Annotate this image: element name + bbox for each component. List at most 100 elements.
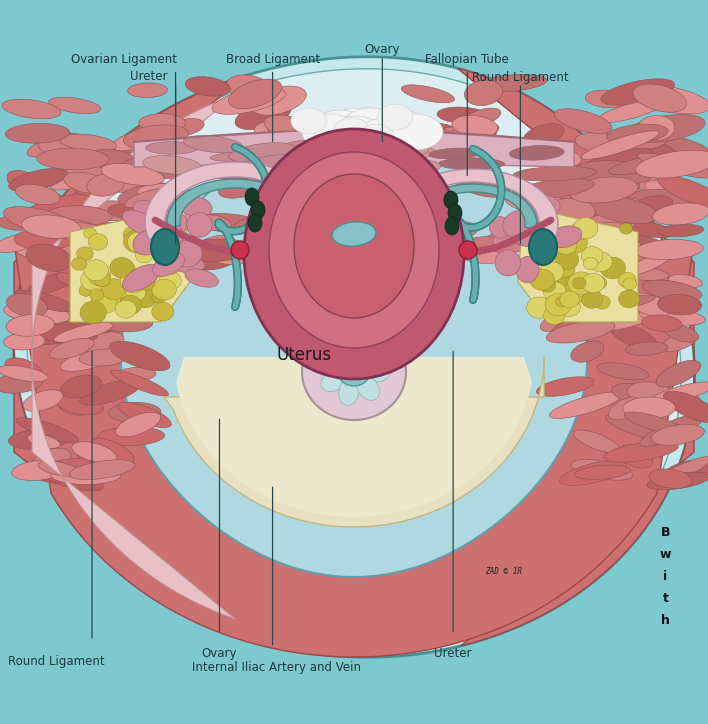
Ellipse shape: [124, 297, 137, 308]
Ellipse shape: [125, 188, 174, 208]
Ellipse shape: [139, 114, 185, 132]
Ellipse shape: [163, 212, 187, 235]
Ellipse shape: [85, 277, 142, 308]
Ellipse shape: [49, 97, 101, 114]
Ellipse shape: [329, 142, 383, 160]
Ellipse shape: [556, 261, 575, 277]
Ellipse shape: [560, 300, 615, 318]
Ellipse shape: [188, 253, 234, 270]
Ellipse shape: [609, 397, 642, 420]
Ellipse shape: [339, 339, 360, 366]
Ellipse shape: [405, 249, 459, 266]
Text: w: w: [660, 547, 671, 560]
Ellipse shape: [476, 143, 542, 160]
Ellipse shape: [594, 295, 610, 309]
Ellipse shape: [504, 211, 536, 232]
Ellipse shape: [92, 283, 150, 304]
Ellipse shape: [81, 269, 106, 291]
Ellipse shape: [196, 235, 238, 261]
Ellipse shape: [26, 244, 72, 272]
Ellipse shape: [663, 391, 708, 423]
Ellipse shape: [162, 231, 177, 244]
Ellipse shape: [119, 295, 142, 314]
Ellipse shape: [25, 321, 89, 345]
Ellipse shape: [634, 191, 695, 219]
Ellipse shape: [22, 195, 91, 220]
Ellipse shape: [16, 418, 79, 443]
Ellipse shape: [658, 295, 702, 315]
Ellipse shape: [358, 324, 387, 353]
Ellipse shape: [523, 124, 564, 146]
Ellipse shape: [429, 148, 481, 159]
Ellipse shape: [587, 228, 655, 243]
Ellipse shape: [623, 397, 675, 419]
Ellipse shape: [233, 213, 312, 235]
Ellipse shape: [108, 204, 149, 219]
Ellipse shape: [64, 167, 129, 190]
Ellipse shape: [543, 282, 566, 301]
Ellipse shape: [176, 239, 252, 261]
Polygon shape: [145, 162, 325, 240]
Ellipse shape: [629, 85, 708, 114]
Ellipse shape: [549, 272, 571, 290]
Ellipse shape: [510, 146, 564, 160]
Ellipse shape: [194, 214, 232, 231]
Ellipse shape: [51, 167, 116, 190]
Ellipse shape: [668, 274, 702, 287]
Ellipse shape: [273, 226, 287, 244]
Ellipse shape: [171, 256, 205, 273]
Ellipse shape: [135, 248, 153, 263]
Ellipse shape: [573, 161, 653, 185]
Ellipse shape: [573, 224, 616, 245]
Text: Ovary: Ovary: [202, 647, 237, 660]
Ellipse shape: [642, 315, 682, 332]
Ellipse shape: [34, 463, 103, 491]
Ellipse shape: [342, 360, 366, 392]
Ellipse shape: [636, 150, 708, 178]
Ellipse shape: [118, 183, 184, 207]
Ellipse shape: [482, 230, 537, 253]
Ellipse shape: [113, 260, 135, 279]
Ellipse shape: [651, 424, 704, 445]
Ellipse shape: [6, 293, 47, 316]
Text: t: t: [663, 592, 668, 605]
Ellipse shape: [79, 285, 93, 296]
Ellipse shape: [89, 250, 137, 266]
Ellipse shape: [342, 108, 398, 144]
Polygon shape: [164, 357, 544, 527]
Ellipse shape: [122, 210, 160, 237]
Ellipse shape: [113, 239, 164, 260]
Ellipse shape: [91, 290, 118, 313]
Ellipse shape: [14, 229, 74, 250]
Ellipse shape: [624, 253, 671, 276]
Ellipse shape: [620, 444, 653, 468]
Ellipse shape: [586, 90, 628, 108]
Ellipse shape: [235, 101, 291, 130]
Ellipse shape: [321, 355, 350, 384]
Polygon shape: [134, 127, 574, 167]
Ellipse shape: [120, 270, 147, 292]
Ellipse shape: [312, 110, 368, 146]
Ellipse shape: [539, 278, 556, 292]
Ellipse shape: [560, 285, 624, 303]
Ellipse shape: [115, 412, 161, 437]
Ellipse shape: [0, 233, 40, 253]
Ellipse shape: [5, 358, 43, 382]
Ellipse shape: [584, 211, 639, 230]
Ellipse shape: [588, 232, 644, 251]
Ellipse shape: [327, 116, 383, 152]
Ellipse shape: [79, 349, 128, 366]
Ellipse shape: [37, 148, 109, 169]
Ellipse shape: [537, 230, 559, 255]
Ellipse shape: [512, 226, 537, 247]
Ellipse shape: [51, 466, 121, 484]
Ellipse shape: [438, 158, 505, 170]
Ellipse shape: [87, 174, 125, 196]
Ellipse shape: [549, 226, 582, 248]
Ellipse shape: [664, 460, 708, 480]
Ellipse shape: [356, 375, 379, 400]
Ellipse shape: [542, 198, 617, 215]
Ellipse shape: [545, 242, 610, 274]
Ellipse shape: [548, 198, 601, 226]
Ellipse shape: [362, 362, 390, 382]
